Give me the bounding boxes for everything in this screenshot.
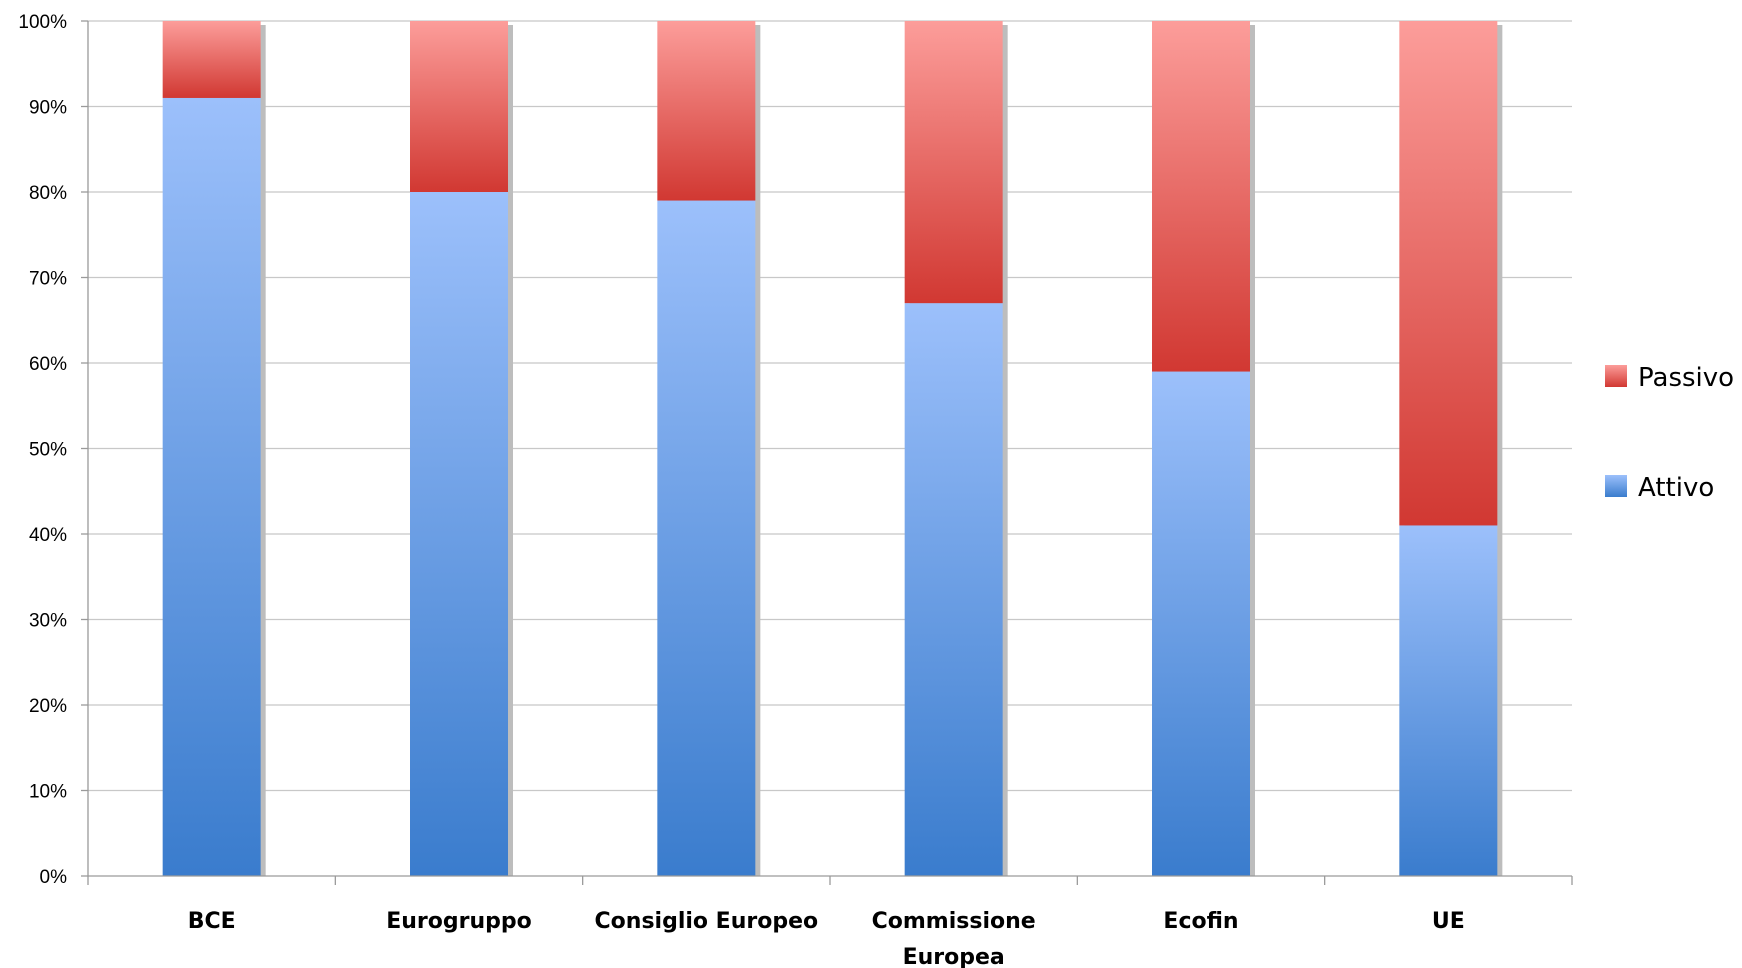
bar-segment-attivo <box>1152 371 1250 876</box>
legend-label-passivo: Passivo <box>1638 363 1734 393</box>
x-category-label: Ecofin <box>1163 909 1238 934</box>
x-category-label: BCE <box>188 909 236 934</box>
y-tick-label: 60% <box>29 354 67 375</box>
x-category-label: Europea <box>903 945 1005 968</box>
gridlines <box>88 20 1572 792</box>
y-tick-label: 80% <box>29 183 67 204</box>
legend-label-attivo: Attivo <box>1638 473 1714 503</box>
legend-swatch-attivo <box>1605 475 1627 497</box>
bar-segment-attivo <box>162 97 261 876</box>
bar-segment-passivo <box>904 21 1003 304</box>
bar-segment-attivo <box>1399 525 1498 876</box>
y-tick-label: 90% <box>29 98 67 119</box>
y-tick-label: 40% <box>29 525 67 546</box>
x-category-label: Eurogruppo <box>386 909 532 934</box>
legend-swatch-passivo <box>1605 365 1627 387</box>
bar-segment-attivo <box>657 200 756 877</box>
bar-segment-attivo <box>904 303 1003 876</box>
y-tick-label: 30% <box>29 611 67 632</box>
bar-segment-passivo <box>1399 21 1498 526</box>
bar-segment-passivo <box>410 21 508 192</box>
x-axis-category-labels: BCE Eurogruppo Consiglio Europeo Commission… <box>188 909 1465 968</box>
y-tick-label: 0% <box>40 867 68 888</box>
y-axis-tick-labels: 0% 10% 20% 30% 40% 50% 60% 70% 80% 90% 100% <box>18 12 67 888</box>
x-category-label: Consiglio Europeo <box>595 909 819 934</box>
y-tick-label: 100% <box>18 12 67 33</box>
bar-segment-attivo <box>410 192 508 876</box>
axes <box>81 20 1573 885</box>
x-category-label: UE <box>1432 909 1465 934</box>
bar-segment-passivo <box>1152 21 1250 372</box>
bar-segment-passivo <box>162 21 261 98</box>
y-tick-label: 10% <box>29 782 67 803</box>
y-tick-label: 50% <box>29 440 67 461</box>
bars <box>162 21 1503 877</box>
y-tick-label: 20% <box>29 696 67 717</box>
legend: Passivo Attivo <box>1605 363 1734 503</box>
y-tick-label: 70% <box>29 269 67 290</box>
bar-segment-passivo <box>657 21 756 201</box>
x-category-label: Commissione <box>872 909 1036 934</box>
